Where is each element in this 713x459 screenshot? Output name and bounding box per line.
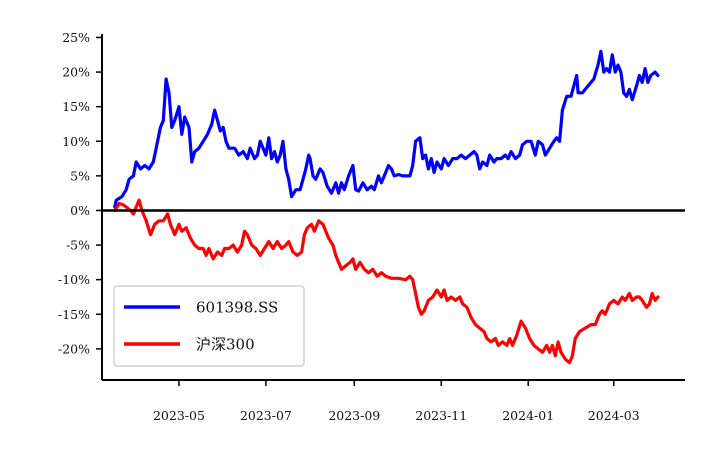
y-tick-label: 20% — [62, 65, 90, 80]
y-tick-label: 5% — [70, 168, 90, 183]
legend-label-601398-ss: 601398.SS — [196, 299, 278, 317]
y-tick-label: -15% — [58, 307, 90, 322]
y-tick-label: 10% — [62, 134, 90, 149]
series-line-csi300 — [113, 198, 660, 365]
x-tick-label: 2024-01 — [502, 408, 554, 423]
legend: 601398.SS 沪深300 — [113, 285, 305, 367]
x-axis-ticks: 2023-05 2023-07 2023-09 2023-11 2024-01 2024-… — [153, 380, 640, 423]
y-tick-label: -5% — [66, 238, 90, 253]
axes — [101, 34, 685, 381]
x-tick-label: 2023-07 — [240, 408, 292, 423]
y-tick-label: 25% — [62, 30, 90, 45]
plot-lines — [113, 49, 660, 365]
x-tick-label: 2024-03 — [588, 408, 640, 423]
y-tick-label: 0% — [70, 203, 90, 218]
y-tick-label: -10% — [58, 272, 90, 287]
legend-label-csi300: 沪深300 — [196, 336, 255, 354]
x-tick-label: 2023-11 — [415, 408, 467, 423]
x-tick-label: 2023-05 — [153, 408, 205, 423]
series-line-601398-ss — [113, 49, 660, 209]
x-tick-label: 2023-09 — [328, 408, 380, 423]
y-tick-label: -20% — [58, 341, 90, 356]
y-tick-label: 15% — [62, 99, 90, 114]
y-axis-ticks: 25% 20% 15% 10% 5% 0% -5% -10% -15% -20% — [58, 30, 102, 356]
